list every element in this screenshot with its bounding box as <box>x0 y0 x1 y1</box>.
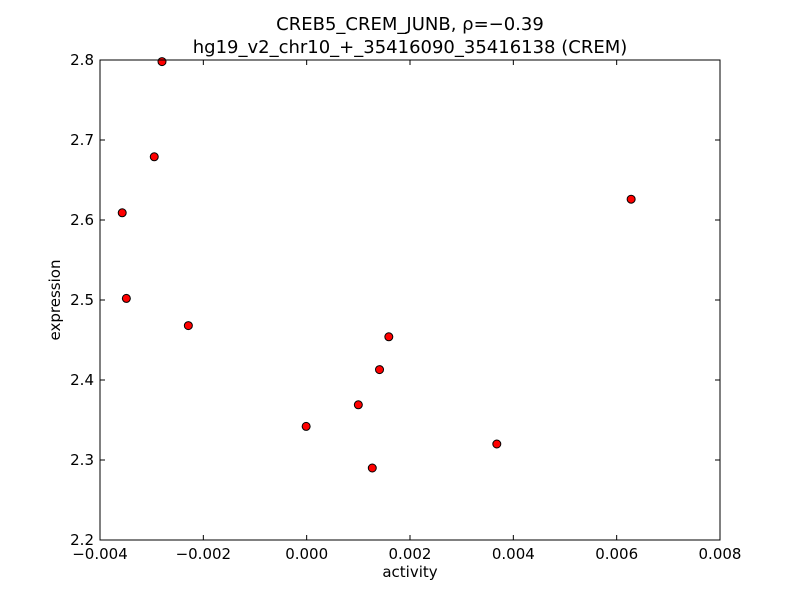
x-axis-label: activity <box>382 563 437 581</box>
data-point <box>117 208 127 218</box>
ticks-layer: −0.004 −0.002 0.000 0.002 0.004 0.006 0.008 2.2… <box>70 51 741 563</box>
data-point <box>183 321 193 331</box>
plot-area <box>100 60 720 540</box>
y-tick-label: 2.4 <box>70 371 94 389</box>
data-point <box>492 439 502 449</box>
x-tick-label: 0.008 <box>699 545 742 563</box>
y-tick-label: 2.2 <box>70 531 94 549</box>
chart-title: CREB5_CREM_JUNB, ρ=−0.39 <box>276 14 544 35</box>
data-point <box>301 421 311 431</box>
data-point <box>121 293 131 303</box>
data-point <box>375 365 385 375</box>
data-point <box>157 57 167 67</box>
x-tick-label: −0.004 <box>72 545 128 563</box>
y-tick-label: 2.3 <box>70 451 94 469</box>
chart-subtitle: hg19_v2_chr10_+_35416090_35416138 (CREM) <box>193 37 628 58</box>
y-axis-label: expression <box>46 260 64 341</box>
x-tick-label: 0.000 <box>285 545 328 563</box>
data-point <box>149 152 159 162</box>
x-tick-label: 0.004 <box>492 545 535 563</box>
data-point <box>384 332 394 342</box>
x-tick-label: 0.002 <box>389 545 432 563</box>
data-point <box>626 194 636 204</box>
data-point <box>353 400 363 410</box>
x-tick-label: 0.006 <box>595 545 638 563</box>
y-tick-label: 2.8 <box>70 51 94 69</box>
y-tick-label: 2.5 <box>70 291 94 309</box>
y-tick-label: 2.7 <box>70 131 94 149</box>
data-point <box>367 463 377 473</box>
x-tick-label: −0.002 <box>176 545 232 563</box>
y-tick-label: 2.6 <box>70 211 94 229</box>
plot-frame <box>99 59 721 541</box>
